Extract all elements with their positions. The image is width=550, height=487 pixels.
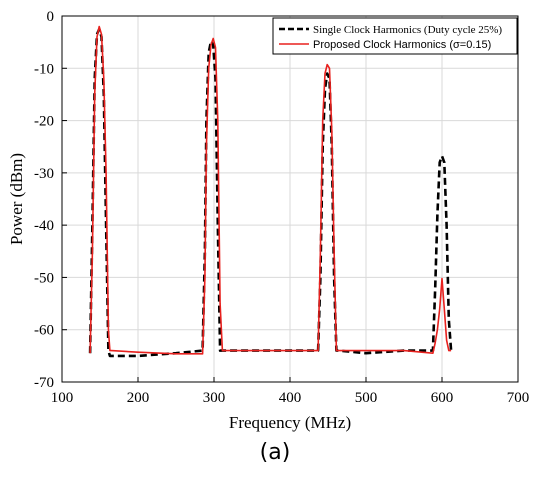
y-tick-label: -60: [34, 323, 54, 339]
y-tick-label: -70: [34, 375, 54, 391]
grid-lines: [61, 15, 519, 383]
series-layer: [88, 25, 453, 358]
y-axis-label: Power (dBm): [7, 153, 26, 245]
x-axis-label: Frequency (MHz): [229, 413, 351, 432]
legend-entry-single-clock: Single Clock Harmonics (Duty cycle 25%): [313, 24, 502, 36]
x-tick-label: 400: [279, 390, 302, 406]
legend-entry-proposed-clock: Proposed Clock Harmonics (σ=0.15): [313, 39, 491, 51]
x-tick-label: 300: [203, 390, 226, 406]
x-tick-label: 100: [51, 390, 74, 406]
y-tick-label: 0: [47, 9, 55, 25]
series-single-clock-line: [88, 27, 453, 358]
x-tick-label: 700: [507, 390, 530, 406]
y-tick-label: -10: [34, 61, 54, 77]
x-tick-label: 500: [355, 390, 378, 406]
x-tick-label: 600: [431, 390, 454, 406]
y-tick-label: -30: [34, 166, 54, 182]
y-tick-label: -20: [34, 114, 54, 130]
figure-caption: (a): [259, 440, 291, 465]
tick-labels: 100 200 300 400 500 600 700 0 -10 -20 -30 -40 -50 -60…: [34, 9, 529, 406]
legend-box: [272, 17, 518, 55]
y-tick-label: -40: [34, 218, 54, 234]
series-proposed-clock-line: [89, 25, 452, 355]
legend: Single Clock Harmonics (Duty cycle 25%) …: [272, 17, 518, 55]
y-tick-label: -50: [34, 270, 54, 286]
x-tick-label: 200: [127, 390, 150, 406]
power-spectrum-chart: 100 200 300 400 500 600 700 0 -10 -20 -30 -40 -50 -60…: [7, 9, 529, 432]
